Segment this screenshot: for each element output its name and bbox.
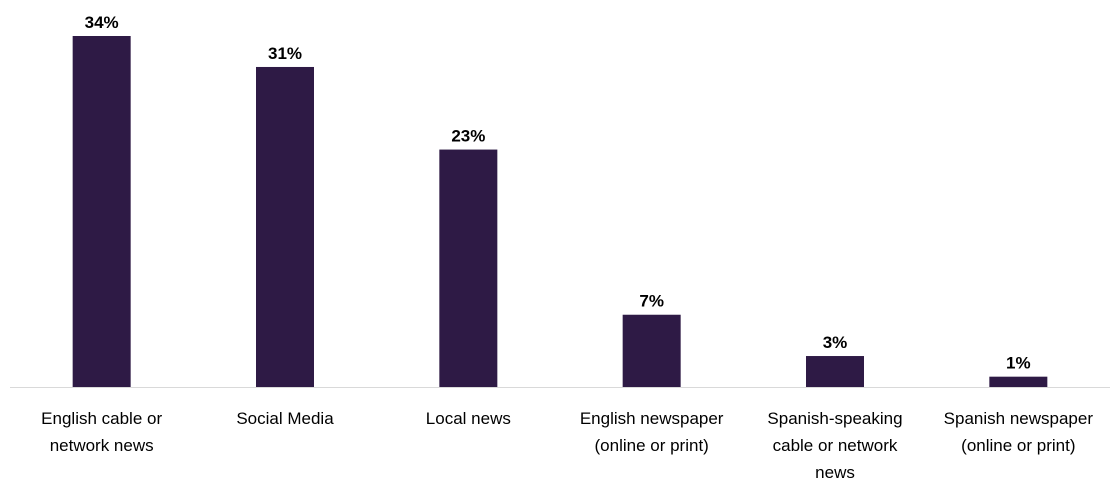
category-label-line: English newspaper	[580, 409, 724, 428]
bar	[256, 66, 314, 388]
category-label-line: (online or print)	[595, 436, 709, 455]
data-label: 7%	[639, 292, 664, 311]
bars-group	[72, 36, 1048, 388]
bar	[622, 314, 681, 387]
category-label-line: Social Media	[236, 409, 334, 428]
category-label-line: cable or network	[773, 436, 898, 455]
category-label: English cable or network news	[41, 409, 162, 455]
data-label: 1%	[1006, 354, 1031, 373]
bar	[806, 356, 864, 387]
category-label-line: (online or print)	[961, 436, 1075, 455]
category-label-line: news	[815, 463, 855, 482]
category-label: Local news	[426, 409, 511, 428]
category-label-line: network news	[50, 436, 154, 455]
bar	[989, 376, 1048, 387]
category-label: Social Media	[236, 409, 334, 428]
bar	[439, 149, 498, 387]
category-label-line: Local news	[426, 409, 511, 428]
category-label-line: Spanish newspaper	[944, 409, 1094, 428]
category-label-line: Spanish-speaking	[767, 409, 902, 428]
data-label: 31%	[268, 44, 302, 63]
data-label: 3%	[823, 333, 848, 352]
category-label: Spanish newspaper (online or print)	[944, 409, 1094, 455]
category-label-line: English cable or	[41, 409, 162, 428]
category-label: Spanish-speaking cable or network news	[767, 409, 902, 482]
data-label: 34%	[85, 13, 119, 32]
value-labels-group: 34% 31% 23% 7% 3% 1%	[85, 13, 1031, 373]
data-label: 23%	[451, 127, 485, 146]
category-labels-group: English cable or network news Social Media…	[41, 409, 1093, 482]
category-label: English newspaper (online or print)	[580, 409, 724, 455]
bar	[72, 36, 131, 387]
